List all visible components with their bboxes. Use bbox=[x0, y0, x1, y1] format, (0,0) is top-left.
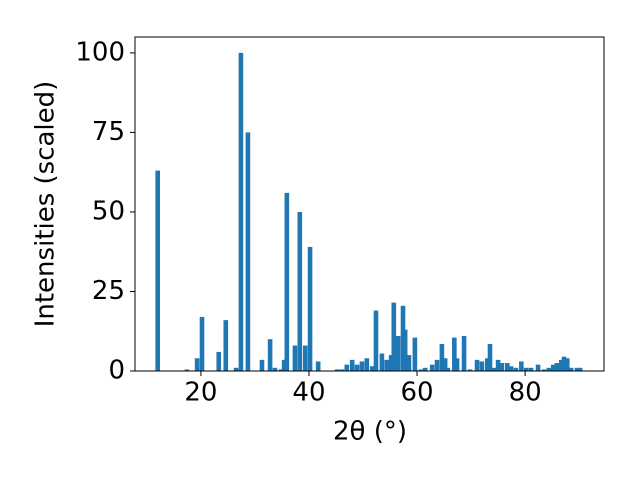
bar bbox=[315, 361, 321, 371]
bar bbox=[564, 358, 570, 371]
bar bbox=[528, 367, 534, 371]
bar bbox=[395, 336, 401, 371]
y-tick-label: 100 bbox=[75, 37, 125, 67]
bar bbox=[391, 302, 397, 371]
bar bbox=[155, 170, 160, 371]
bar bbox=[412, 337, 418, 371]
bar bbox=[474, 359, 480, 371]
bar bbox=[184, 369, 190, 371]
bar bbox=[334, 369, 340, 371]
bar bbox=[238, 52, 244, 372]
bar bbox=[245, 132, 251, 371]
bar bbox=[339, 369, 345, 371]
x-tick-label: 60 bbox=[401, 378, 434, 408]
bar bbox=[354, 364, 360, 371]
bar bbox=[349, 359, 355, 371]
bar bbox=[513, 367, 519, 371]
bar bbox=[402, 329, 408, 371]
bar bbox=[508, 366, 514, 371]
bar bbox=[272, 367, 278, 371]
bar bbox=[523, 367, 529, 371]
bar bbox=[284, 192, 290, 371]
bar bbox=[442, 358, 448, 371]
bar bbox=[577, 367, 583, 371]
bar bbox=[546, 367, 552, 371]
bar bbox=[267, 339, 273, 371]
bar bbox=[574, 367, 580, 371]
x-tick-label: 80 bbox=[509, 378, 542, 408]
bar bbox=[307, 246, 313, 371]
bar bbox=[406, 355, 412, 371]
x-axis-label: 2θ (°) bbox=[333, 417, 407, 447]
bar bbox=[452, 337, 457, 371]
bar bbox=[519, 361, 524, 371]
bar bbox=[302, 345, 308, 371]
bar bbox=[216, 351, 222, 371]
bar bbox=[364, 358, 370, 371]
y-tick-label: 25 bbox=[92, 276, 125, 306]
bar bbox=[388, 355, 394, 371]
bar bbox=[445, 367, 451, 371]
bar bbox=[194, 358, 200, 371]
bar bbox=[384, 359, 390, 371]
bar bbox=[479, 361, 485, 371]
bar bbox=[233, 367, 239, 371]
bar bbox=[278, 369, 284, 371]
bar bbox=[379, 353, 385, 371]
bar bbox=[559, 359, 564, 371]
bar bbox=[492, 367, 497, 371]
bar bbox=[535, 364, 541, 371]
bar bbox=[297, 211, 303, 371]
bar bbox=[418, 369, 424, 371]
bar bbox=[344, 364, 350, 371]
bar bbox=[434, 359, 440, 371]
y-tick-label: 0 bbox=[108, 356, 125, 386]
bar bbox=[487, 343, 493, 371]
x-tick-label: 20 bbox=[184, 378, 217, 408]
bar bbox=[259, 359, 265, 371]
bar bbox=[359, 361, 365, 371]
bar bbox=[454, 358, 460, 371]
bar bbox=[223, 320, 229, 371]
bar bbox=[281, 359, 287, 371]
bar bbox=[568, 367, 574, 371]
bar bbox=[439, 343, 445, 371]
bar bbox=[495, 359, 501, 371]
bar bbox=[561, 356, 567, 371]
bar bbox=[467, 369, 473, 371]
y-tick-label: 75 bbox=[92, 117, 125, 147]
bar bbox=[541, 369, 547, 371]
bar bbox=[550, 364, 556, 371]
bar bbox=[422, 367, 428, 371]
bar bbox=[429, 364, 435, 371]
bar bbox=[499, 363, 505, 371]
bar bbox=[461, 336, 467, 371]
bar bbox=[504, 363, 510, 371]
bar bbox=[199, 316, 205, 371]
bar bbox=[373, 310, 379, 371]
y-axis-label: Intensities (scaled) bbox=[31, 81, 61, 328]
bar bbox=[369, 366, 375, 371]
x-tick-label: 40 bbox=[292, 378, 325, 408]
bar bbox=[484, 358, 490, 371]
bar bbox=[292, 345, 298, 371]
bar bbox=[554, 363, 560, 371]
y-tick-label: 50 bbox=[92, 196, 125, 226]
plot-frame bbox=[134, 36, 605, 372]
